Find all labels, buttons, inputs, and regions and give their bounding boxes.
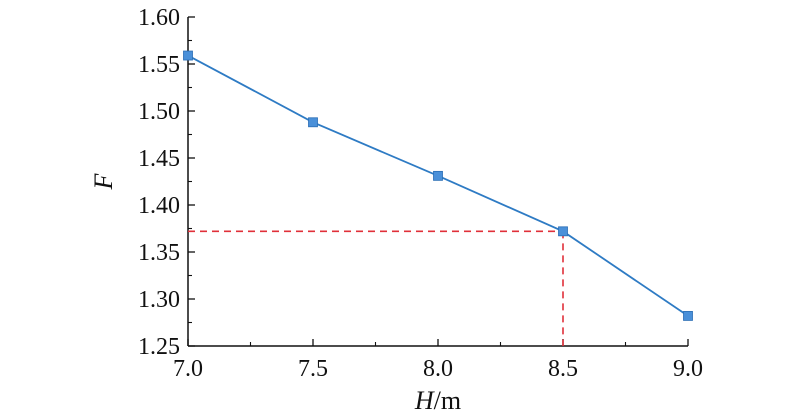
x-tick-label: 8.5	[548, 356, 578, 382]
x-tick-label: 7.5	[298, 356, 328, 382]
data-point-marker	[183, 50, 193, 61]
y-axis-title: F	[89, 172, 118, 190]
data-point-marker	[683, 311, 693, 321]
y-tick-label: 1.55	[138, 52, 180, 78]
y-tick-label: 1.40	[138, 193, 180, 219]
series-line	[187, 54, 689, 317]
y-tick-label: 1.25	[138, 334, 180, 360]
reference-lines	[188, 230, 564, 346]
x-tick-label: 7.0	[173, 356, 203, 382]
y-tick-label: 1.35	[138, 240, 180, 266]
data-point-marker	[308, 117, 318, 128]
x-axis-title: H/m	[414, 386, 461, 415]
axes	[187, 16, 689, 347]
x-axis-variable: H	[414, 386, 435, 415]
tick-labels: 1.25 1.30 1.35 1.40 1.45 1.50 1.55 1.60 7.0 7.5 8.…	[138, 5, 703, 382]
x-tick-label: 8.0	[423, 356, 453, 382]
x-axis-unit: /m	[434, 386, 461, 415]
y-tick-label: 1.30	[138, 287, 180, 313]
series	[183, 50, 693, 321]
y-tick-label: 1.45	[138, 146, 180, 172]
data-point-marker	[558, 226, 568, 237]
y-tick-label: 1.50	[138, 99, 180, 125]
y-tick-label: 1.60	[138, 5, 180, 31]
x-tick-label: 9.0	[673, 356, 703, 382]
data-point-marker	[433, 170, 443, 181]
